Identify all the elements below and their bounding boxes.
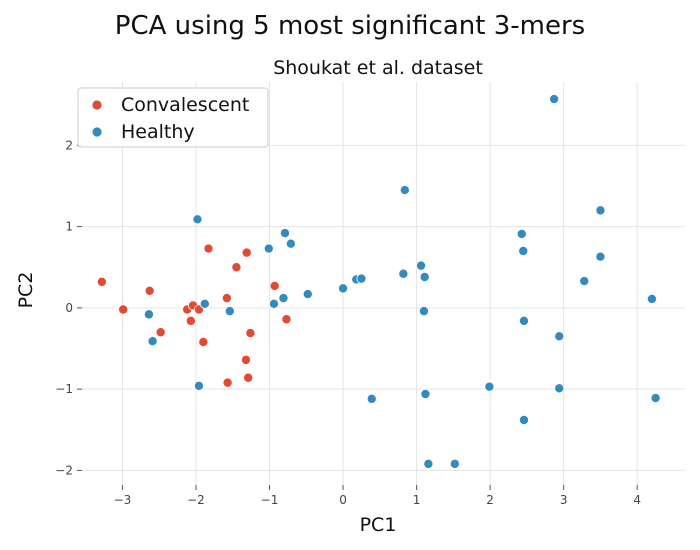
point-convalescent [243,372,254,383]
point-healthy [398,268,409,279]
x-tick-label: 4 [633,493,641,507]
point-healthy [268,298,279,309]
point-healthy [579,276,590,287]
legend-label-convalescent: Convalescent [121,94,249,116]
y-tick-label: 0 [65,301,73,315]
x-tick-label: −2 [187,493,205,507]
point-convalescent [203,243,214,254]
point-healthy [416,260,427,271]
point-convalescent [222,377,233,388]
point-healthy [366,393,377,404]
y-axis-label: PC2 [15,272,37,309]
x-tick-label: −3 [114,493,132,507]
x-tick-label: 0 [339,493,347,507]
point-healthy [193,380,204,391]
chart-suptitle: PCA using 5 most significant 3-mers [115,11,585,41]
point-healthy [199,298,210,309]
point-healthy [143,309,154,320]
point-convalescent [96,276,107,287]
legend: Convalescent Healthy [77,87,269,148]
legend-box [77,87,269,148]
point-convalescent [281,314,292,325]
point-convalescent [198,336,209,347]
point-healthy [356,273,367,284]
point-healthy [147,336,158,347]
point-convalescent [155,327,166,338]
point-healthy [420,388,431,399]
point-healthy [279,228,290,239]
point-healthy [554,331,565,342]
axis-ticks: −3 −2 −1 0 1 2 3 4 −2 −1 0 1 2 [55,138,641,507]
legend-label-healthy: Healthy [121,121,195,143]
y-tick-label: −2 [55,463,73,477]
legend-marker-convalescent [91,99,103,111]
point-healthy [549,94,560,105]
y-tick-label: −1 [55,382,73,396]
point-healthy [518,315,529,326]
point-healthy [192,214,203,225]
point-convalescent [221,293,232,304]
x-tick-label: 3 [560,493,568,507]
point-convalescent [241,247,252,258]
point-healthy [302,289,313,300]
point-healthy [595,251,606,262]
y-tick-label: 2 [65,138,73,152]
point-healthy [646,293,657,304]
point-healthy [418,306,429,317]
point-healthy [449,458,460,469]
point-healthy [263,243,274,254]
data-points [96,94,661,469]
point-healthy [484,381,495,392]
point-healthy [338,283,349,294]
x-axis-label: PC1 [360,514,397,536]
chart-title: Shoukat et al. dataset [273,57,483,79]
x-tick-label: −1 [261,493,279,507]
point-healthy [419,271,430,282]
point-convalescent [185,315,196,326]
point-healthy [518,245,529,256]
point-convalescent [240,354,251,365]
point-convalescent [245,328,256,339]
legend-marker-healthy [91,126,103,138]
point-healthy [278,293,289,304]
y-tick-label: 1 [65,220,73,234]
point-healthy [650,393,661,404]
x-tick-label: 1 [413,493,421,507]
point-healthy [595,205,606,216]
point-convalescent [269,280,280,291]
point-healthy [516,228,527,239]
point-healthy [518,414,529,425]
point-convalescent [118,304,129,315]
point-healthy [285,238,296,249]
point-healthy [423,458,434,469]
point-healthy [399,185,410,196]
point-healthy [224,306,235,317]
point-healthy [554,383,565,394]
point-convalescent [144,285,155,296]
x-tick-label: 2 [486,493,494,507]
point-convalescent [231,262,242,273]
